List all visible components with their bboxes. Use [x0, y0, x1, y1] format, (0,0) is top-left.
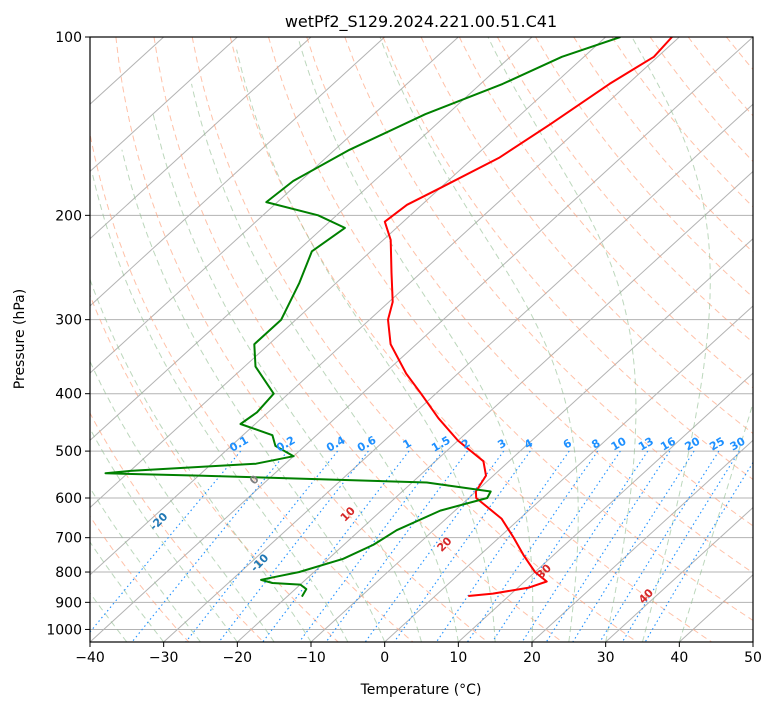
y-tick-label: 900: [55, 595, 82, 611]
moist-adiabat-line: [678, 401, 753, 642]
dry-adiabat-line: [458, 37, 753, 389]
x-tick-label: −10: [296, 650, 326, 666]
mixing-ratio-line: [644, 461, 753, 642]
isotherm-line: [90, 37, 386, 307]
dry-adiabat-line: [420, 37, 753, 435]
plot-frame: [89, 36, 754, 643]
x-tick-label: −30: [149, 650, 179, 666]
moist-adiabat-line: [631, 37, 711, 642]
isotherm-line: [163, 103, 753, 642]
dry-adiabat-line: [90, 412, 264, 642]
isotherm-line: [384, 305, 753, 642]
isotherm-line: [236, 170, 753, 642]
isotherm-line: [310, 237, 753, 642]
isotherm-line: [90, 37, 607, 509]
moist-adiabat-line: [379, 37, 579, 642]
y-tick-label: 200: [55, 208, 82, 224]
x-tick-label: 10: [449, 650, 467, 666]
mixing-ratio-line: [185, 450, 339, 642]
y-tick-label: 400: [55, 387, 82, 403]
isotherm-line: [90, 37, 459, 374]
y-tick-label: 1000: [46, 622, 82, 638]
series-layer: [104, 37, 673, 598]
isotherm-line: [90, 37, 533, 442]
isotherm-line: [531, 439, 753, 642]
moist-adiabat-line: [90, 360, 275, 642]
isotherm-line: [90, 37, 680, 576]
mixing-ratio-line: [218, 450, 369, 642]
chart-title: wetPf2_S129.2024.221.00.51.C41: [285, 12, 557, 32]
moist-adiabat-line: [191, 83, 459, 642]
moist-adiabat-line: [487, 37, 637, 642]
mixing-ratio-line: [262, 450, 410, 642]
x-axis-label: Temperature (°C): [360, 682, 482, 698]
y-tick-label: 100: [55, 30, 82, 46]
dry-adiabat-line: [191, 37, 638, 642]
mixing-ratio-line: [364, 450, 505, 642]
dry-adiabat-line: [90, 293, 339, 642]
isotherm-line: [90, 37, 312, 240]
dewpoint-profile-line: [104, 37, 621, 598]
dry-adiabat-line: [115, 37, 488, 642]
moist-adiabat-line: [90, 541, 165, 642]
moist-adiabat-line: [297, 37, 534, 642]
y-tick-label: 800: [55, 565, 82, 581]
x-tick-label: −20: [223, 650, 253, 666]
tick-layer: −40 −30 −20 −10 0 10 20 30 40 50 100 200 300 400 500 60…: [46, 30, 762, 666]
y-axis-label: Pressure (hPa): [12, 289, 28, 389]
moist-adiabat-line: [152, 114, 422, 642]
mixing-ratio-line: [572, 450, 695, 642]
mixing-ratio-line: [298, 450, 444, 642]
y-tick-label: 700: [55, 531, 82, 547]
x-tick-label: 30: [597, 650, 615, 666]
mixing-ratio-line: [131, 450, 289, 642]
moist-adiabat-line: [90, 487, 201, 642]
mixing-ratio-line: [467, 450, 599, 642]
y-tick-label: 600: [55, 491, 82, 507]
moist-adiabat-line: [121, 149, 386, 642]
moist-adiabat-line: [90, 592, 128, 642]
mixing-ratio-line: [521, 450, 649, 642]
mixing-ratio-line: [491, 450, 621, 642]
dry-adiabat-line: [344, 37, 753, 527]
x-tick-label: 40: [670, 650, 688, 666]
dry-adiabat-line: [268, 37, 753, 622]
mixing-ratio-line: [325, 450, 468, 642]
isotherm-line: [605, 506, 753, 642]
dry-adiabat-line: [153, 37, 563, 642]
x-tick-label: 50: [744, 650, 762, 666]
moist-adiabat-line: [90, 278, 312, 642]
isotherm-line: [457, 372, 753, 642]
moist-adiabat-line: [91, 173, 349, 642]
grid-layer: [90, 37, 753, 642]
isotherm-line: [90, 37, 238, 173]
x-tick-label: 0: [380, 650, 389, 666]
moist-adiabat-line: [236, 49, 496, 642]
x-tick-label: 20: [523, 650, 541, 666]
temperature-profile-line: [383, 37, 673, 597]
x-tick-label: −40: [75, 650, 105, 666]
moist-adiabat-line: [90, 427, 238, 642]
y-tick-label: 500: [55, 444, 82, 460]
dry-adiabat-line: [90, 131, 414, 642]
y-tick-label: 300: [55, 313, 82, 329]
